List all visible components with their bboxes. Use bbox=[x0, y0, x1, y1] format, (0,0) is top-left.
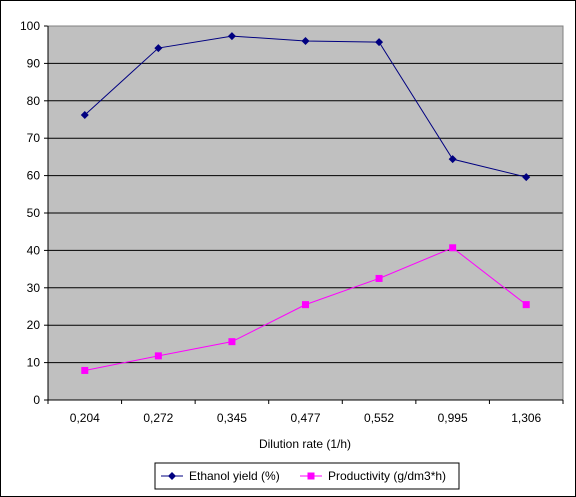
y-tick-label: 10 bbox=[27, 356, 41, 370]
data-point bbox=[80, 111, 89, 120]
legend-label: Productivity (g/dm3*h) bbox=[328, 469, 446, 483]
data-point bbox=[154, 352, 162, 360]
y-tick-label: 50 bbox=[27, 206, 41, 220]
y-tick-labels: 0 10 20 30 40 50 60 70 80 90 100 bbox=[20, 19, 40, 407]
legend-items: Ethanol yield (%) Productivity (g/dm3*h) bbox=[161, 469, 446, 483]
data-point bbox=[81, 366, 89, 374]
data-point bbox=[375, 274, 383, 282]
x-tick-label: 0,272 bbox=[143, 411, 173, 425]
series-group bbox=[80, 32, 531, 374]
data-point bbox=[448, 155, 457, 164]
data-point bbox=[449, 244, 457, 252]
legend: Ethanol yield (%) Productivity (g/dm3*h) bbox=[154, 462, 460, 490]
x-tick-label: 0,204 bbox=[70, 411, 100, 425]
data-point bbox=[301, 36, 310, 45]
x-tick-label: 0,552 bbox=[364, 411, 394, 425]
legend-marker bbox=[168, 472, 176, 480]
y-tick-label: 100 bbox=[20, 19, 40, 33]
x-tick-label: 0,995 bbox=[438, 411, 468, 425]
x-tick-label: 0,345 bbox=[217, 411, 247, 425]
y-tick-label: 30 bbox=[27, 281, 41, 295]
data-point bbox=[522, 173, 531, 182]
y-tick-label: 20 bbox=[27, 318, 41, 332]
y-tick-label: 90 bbox=[27, 56, 41, 70]
data-point bbox=[375, 38, 384, 47]
x-axis-title: Dilution rate (1/h) bbox=[259, 437, 351, 451]
data-point bbox=[522, 301, 530, 309]
legend-label: Ethanol yield (%) bbox=[189, 469, 280, 483]
data-point bbox=[228, 338, 236, 346]
data-point bbox=[302, 301, 309, 309]
y-tick-label: 60 bbox=[27, 169, 41, 183]
axes bbox=[44, 25, 564, 404]
data-point bbox=[154, 44, 163, 53]
series-1 bbox=[80, 32, 531, 182]
x-tick-label: 1,306 bbox=[511, 411, 541, 425]
y-tick-label: 0 bbox=[33, 393, 40, 407]
legend-marker bbox=[307, 472, 315, 480]
series-2 bbox=[81, 244, 530, 374]
y-tick-label: 80 bbox=[27, 94, 41, 108]
y-tick-label: 40 bbox=[27, 243, 41, 257]
x-tick-label: 0,477 bbox=[290, 411, 320, 425]
x-tick-labels: 0,204 0,272 0,345 0,477 0,552 0,995 1,306 bbox=[70, 411, 542, 425]
y-tick-label: 70 bbox=[27, 131, 41, 145]
data-point bbox=[227, 32, 236, 41]
